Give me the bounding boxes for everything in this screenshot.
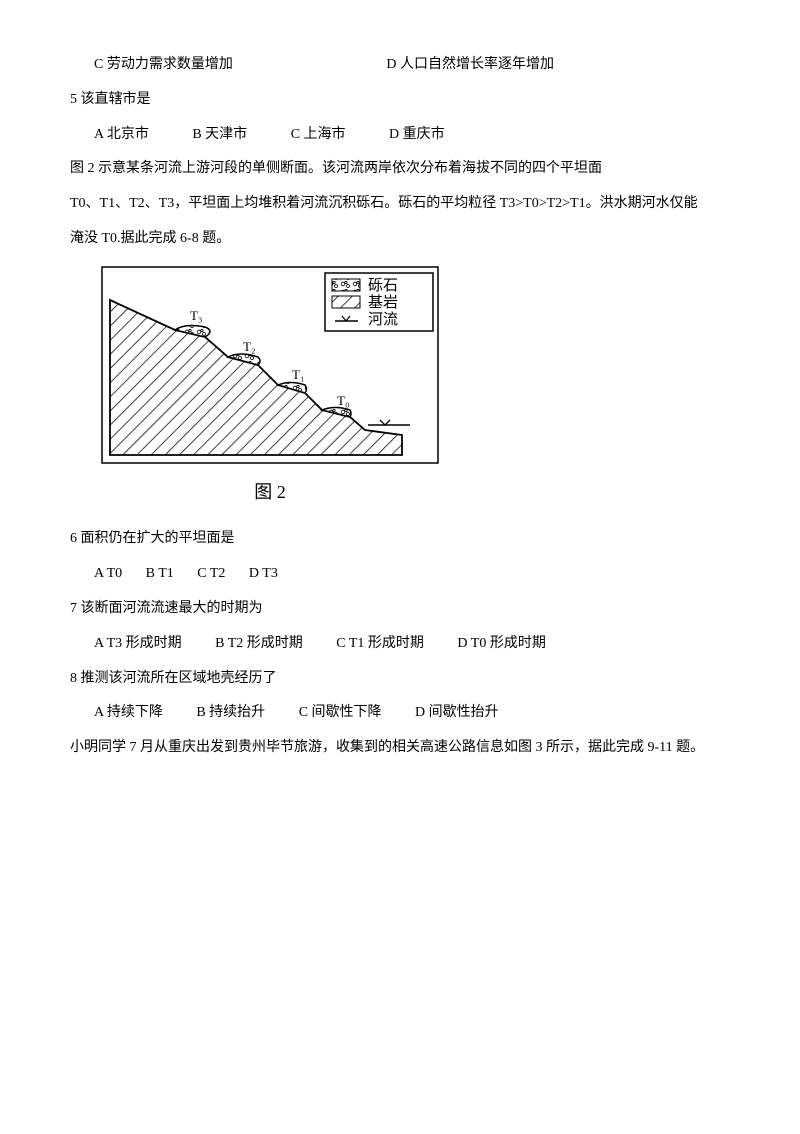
q6-options: A T0 B T1 C T2 D T3 [70,559,730,590]
q4-optC: C 劳动力需求数量增加 [94,50,233,81]
figure2-diagram: T₃ T₂ T₁ T₀ 砾石 基岩 河流 [100,265,730,465]
svg-text:砾石: 砾石 [368,277,398,294]
q5-optC: C 上海市 [291,120,346,151]
svg-text:T₂: T₂ [243,339,255,354]
q7-stem: 7 该断面河流流速最大的时期为 [70,594,730,625]
svg-text:基岩: 基岩 [368,294,398,311]
q8-optA: A 持续下降 [94,698,163,729]
q8-optB: B 持续抬升 [196,698,265,729]
q5-optB: B 天津市 [192,120,247,151]
q6-optB: B T1 [146,559,174,590]
q5-optA: A 北京市 [94,120,149,151]
q8-optD: D 间歇性抬升 [415,698,499,729]
q6-optA: A T0 [94,559,122,590]
q5-stem: 5 该直辖市是 [70,85,730,116]
svg-text:河流: 河流 [368,311,398,328]
passage68-l2: T0、T1、T2、T3，平坦面上均堆积着河流沉积砾石。砾石的平均粒径 T3>T0… [70,189,730,220]
figure2-label: 图 2 [100,473,440,513]
svg-text:T₀: T₀ [337,393,349,408]
q4-optD: D 人口自然增长率逐年增加 [386,50,554,81]
passage68-l1: 图 2 示意某条河流上游河段的单侧断面。该河流两岸依次分布着海拔不同的四个平坦面 [70,154,730,185]
passage68-l3: 淹没 T0.据此完成 6-8 题。 [70,224,730,255]
q7-optC: C T1 形成时期 [336,629,424,660]
svg-text:T₃: T₃ [190,308,202,323]
q7-options: A T3 形成时期 B T2 形成时期 C T1 形成时期 D T0 形成时期 [70,629,730,660]
q6-stem: 6 面积仍在扩大的平坦面是 [70,524,730,555]
q4-options-cd: C 劳动力需求数量增加 D 人口自然增长率逐年增加 [70,50,730,81]
passage911-l1: 小明同学 7 月从重庆出发到贵州毕节旅游，收集到的相关高速公路信息如图 3 所示… [70,733,730,764]
q8-stem: 8 推测该河流所在区域地壳经历了 [70,664,730,695]
q6-optD: D T3 [249,559,278,590]
q8-options: A 持续下降 B 持续抬升 C 间歇性下降 D 间歇性抬升 [70,698,730,729]
q6-optC: C T2 [197,559,225,590]
q7-optB: B T2 形成时期 [215,629,303,660]
q5-options: A 北京市 B 天津市 C 上海市 D 重庆市 [70,120,730,151]
svg-text:T₁: T₁ [292,367,304,382]
q5-optD: D 重庆市 [389,120,445,151]
q7-optA: A T3 形成时期 [94,629,182,660]
q8-optC: C 间歇性下降 [299,698,382,729]
q7-optD: D T0 形成时期 [457,629,545,660]
